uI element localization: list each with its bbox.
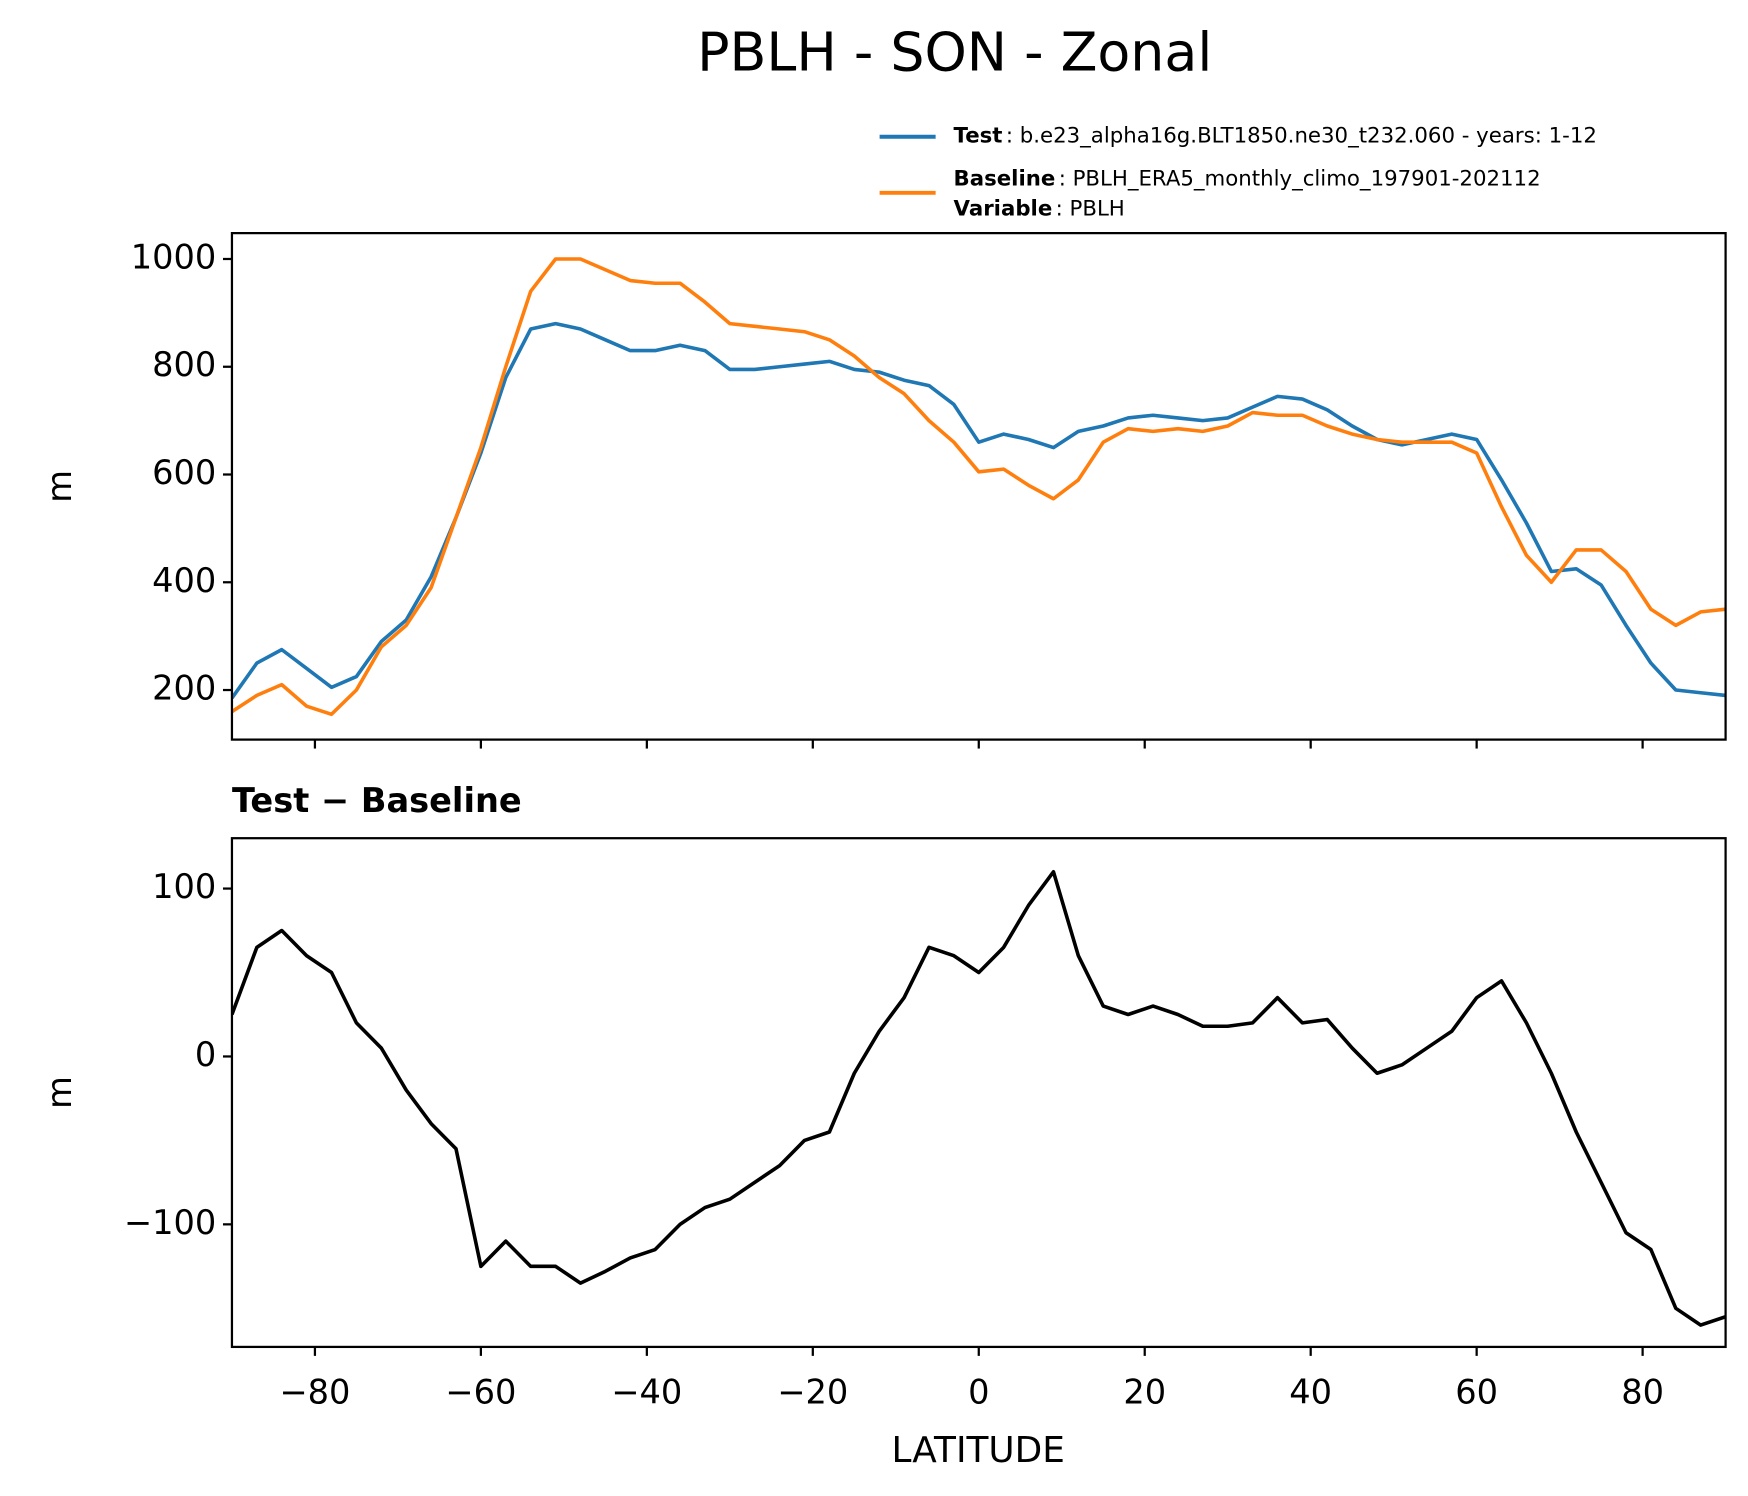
- legend-label: : b.e23_alpha16g.BLT1850.ne30_t232.060 -…: [1006, 124, 1597, 149]
- y-tick-label: 600: [152, 453, 216, 492]
- x-tick-label: −40: [611, 1372, 682, 1411]
- line-series: [231, 869, 1726, 1327]
- y-tick-label: 0: [195, 1035, 216, 1074]
- y-axis-label: m: [40, 470, 79, 503]
- y-axis-label: m: [40, 1076, 79, 1109]
- y-tick-label: 100: [152, 867, 216, 906]
- x-tick-label: −80: [279, 1372, 350, 1411]
- legend-name: Test: [954, 124, 1003, 149]
- y-tick-label: 400: [152, 561, 216, 600]
- legend-name: Baseline: [954, 166, 1056, 191]
- line-series: [231, 321, 1726, 700]
- y-tick-label: 800: [152, 345, 216, 384]
- x-tick-label: 20: [1123, 1372, 1166, 1411]
- legend-label: : PBLH: [1056, 197, 1125, 222]
- x-axis-label: LATITUDE: [892, 1430, 1065, 1471]
- x-tick-label: 80: [1621, 1372, 1664, 1411]
- legend-name: Variable: [954, 197, 1053, 222]
- x-tick-label: −60: [445, 1372, 516, 1411]
- y-tick-label: 200: [152, 669, 216, 708]
- y-tick-label: −100: [124, 1203, 216, 1242]
- legend-entry: Baseline: PBLH_ERA5_monthly_climo_197901…: [954, 166, 1541, 191]
- y-tick-label: 1000: [131, 237, 217, 276]
- x-tick-label: 0: [968, 1372, 989, 1411]
- legend-entry: Test: b.e23_alpha16g.BLT1850.ne30_t232.0…: [954, 124, 1597, 149]
- legend-entry: Variable: PBLH: [954, 197, 1125, 222]
- axes-frame: [230, 837, 1727, 1349]
- axes-frame: [230, 232, 1727, 741]
- x-tick-label: 60: [1455, 1372, 1498, 1411]
- chart-title: PBLH - SON - Zonal: [697, 21, 1212, 84]
- x-tick-label: 40: [1289, 1372, 1332, 1411]
- x-tick-label: −20: [777, 1372, 848, 1411]
- line-series: [231, 257, 1726, 717]
- subplot-title: Test − Baseline: [232, 781, 522, 820]
- legend-label: : PBLH_ERA5_monthly_climo_197901-202112: [1059, 166, 1541, 191]
